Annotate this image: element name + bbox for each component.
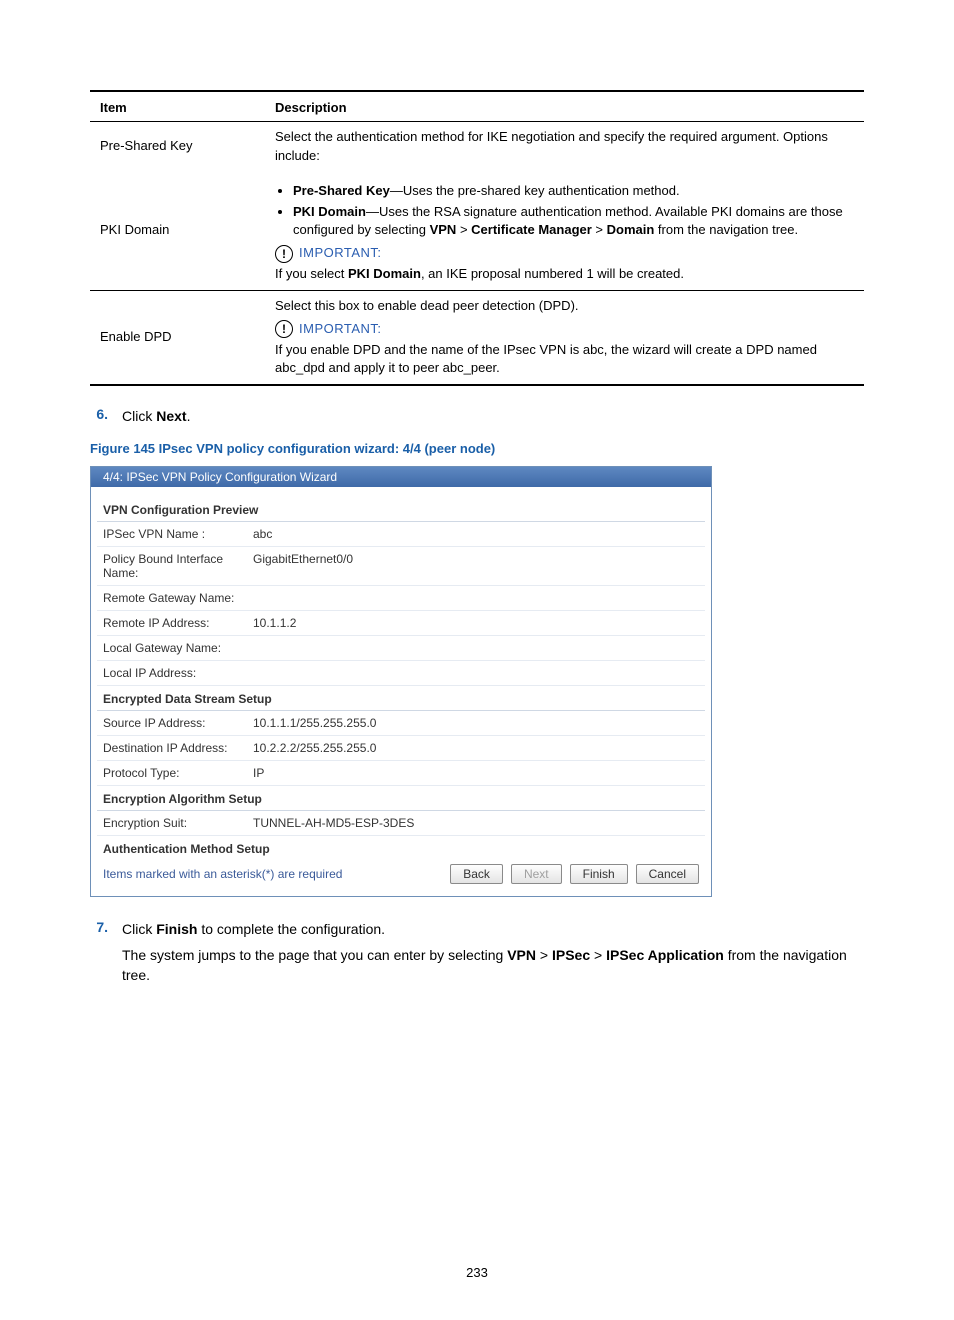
kv-row: Protocol Type:IP	[97, 761, 705, 786]
kv-row: Source IP Address:10.1.1.1/255.255.255.0	[97, 711, 705, 736]
step-6: 6. Click Next.	[90, 406, 864, 426]
important-label: IMPORTANT:	[299, 320, 382, 339]
kv-row: Local Gateway Name:	[97, 636, 705, 661]
finish-button[interactable]: Finish	[570, 864, 628, 884]
step-number: 7.	[90, 919, 108, 986]
kv-row: Policy Bound Interface Name:GigabitEther…	[97, 547, 705, 586]
section-header: VPN Configuration Preview	[97, 497, 705, 522]
wizard-footer: Items marked with an asterisk(*) are req…	[97, 860, 705, 890]
cell-item: Pre-Shared Key	[90, 122, 265, 172]
cancel-button[interactable]: Cancel	[636, 864, 699, 884]
important-label: IMPORTANT:	[299, 244, 382, 263]
list-item: PKI Domain—Uses the RSA signature authen…	[293, 203, 854, 241]
cell-desc: Select this box to enable dead peer dete…	[265, 290, 864, 385]
important-note: If you select PKI Domain, an IKE proposa…	[275, 265, 854, 284]
table-row: PKI Domain Pre-Shared Key—Uses the pre-s…	[90, 172, 864, 291]
cell-item: Enable DPD	[90, 290, 265, 385]
next-button[interactable]: Next	[511, 864, 562, 884]
section-header: Encrypted Data Stream Setup	[97, 686, 705, 711]
alert-icon: !	[275, 320, 293, 338]
table-row: Pre-Shared Key Select the authentication…	[90, 122, 864, 172]
cell-desc: Pre-Shared Key—Uses the pre-shared key a…	[265, 172, 864, 291]
section-header: Encryption Algorithm Setup	[97, 786, 705, 811]
back-button[interactable]: Back	[450, 864, 503, 884]
th-desc: Description	[265, 91, 864, 122]
kv-row: Remote IP Address:10.1.1.2	[97, 611, 705, 636]
kv-row: Destination IP Address:10.2.2.2/255.255.…	[97, 736, 705, 761]
important-callout: ! IMPORTANT:	[275, 320, 854, 339]
th-item: Item	[90, 91, 265, 122]
kv-row: Local IP Address:	[97, 661, 705, 686]
step-7: 7. Click Finish to complete the configur…	[90, 919, 864, 986]
important-callout: ! IMPORTANT:	[275, 244, 854, 263]
step-body: Click Next.	[122, 406, 864, 426]
step-body: Click Finish to complete the configurati…	[122, 919, 864, 986]
figure-caption: Figure 145 IPsec VPN policy configuratio…	[90, 441, 864, 456]
kv-row: Encryption Suit:TUNNEL-AH-MD5-ESP-3DES	[97, 811, 705, 836]
section-header: Authentication Method Setup	[97, 836, 705, 860]
required-note: Items marked with an asterisk(*) are req…	[103, 867, 442, 881]
wizard-title: 4/4: IPSec VPN Policy Configuration Wiza…	[91, 467, 711, 487]
alert-icon: !	[275, 245, 293, 263]
bullet-list: Pre-Shared Key—Uses the pre-shared key a…	[293, 182, 854, 241]
important-note: If you enable DPD and the name of the IP…	[275, 341, 854, 379]
kv-row: IPSec VPN Name :abc	[97, 522, 705, 547]
kv-row: Remote Gateway Name:	[97, 586, 705, 611]
table-row: Enable DPD Select this box to enable dea…	[90, 290, 864, 385]
page-number: 233	[90, 1265, 864, 1280]
list-item: Pre-Shared Key—Uses the pre-shared key a…	[293, 182, 854, 201]
cell-item: PKI Domain	[90, 172, 265, 291]
step-number: 6.	[90, 406, 108, 426]
wizard-panel: 4/4: IPSec VPN Policy Configuration Wiza…	[90, 466, 712, 897]
reference-table: Item Description Pre-Shared Key Select t…	[90, 90, 864, 386]
cell-desc: Select the authentication method for IKE…	[265, 122, 864, 172]
